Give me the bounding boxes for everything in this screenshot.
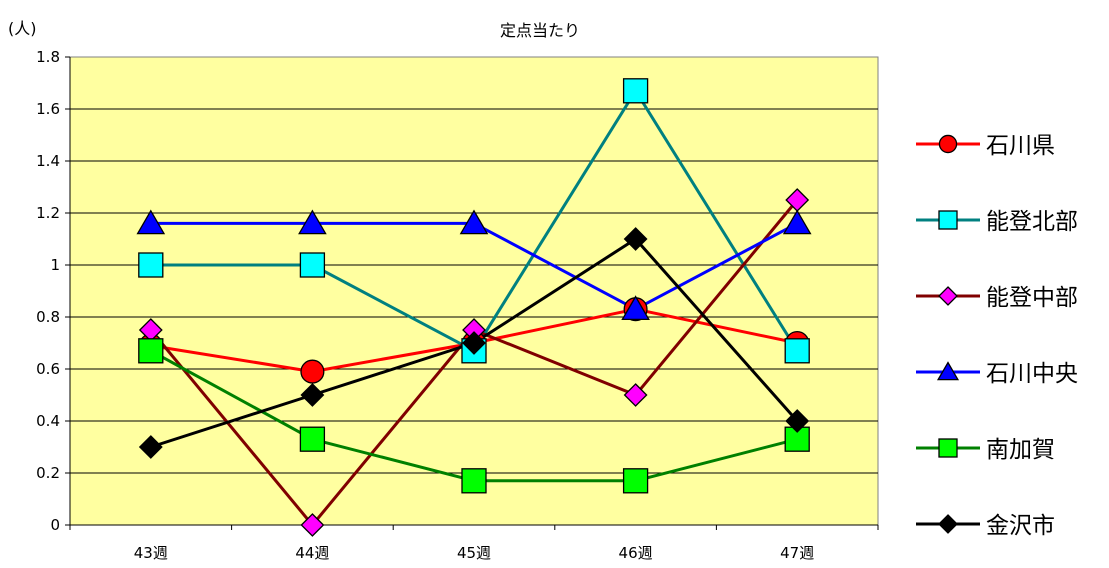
data-point xyxy=(623,383,648,407)
y-tick-label: 1.8 xyxy=(36,48,60,66)
data-point xyxy=(136,209,166,235)
legend-item: 能登北部 xyxy=(916,209,1078,235)
data-point xyxy=(298,209,327,235)
legend-label: 石川県 xyxy=(986,133,1055,159)
legend-item: 金沢市 xyxy=(916,513,1055,539)
legend-marker xyxy=(938,210,958,230)
data-point xyxy=(785,409,810,433)
x-tick-label: 46週 xyxy=(619,544,653,562)
y-tick-label: 1.4 xyxy=(36,152,60,170)
data-point xyxy=(622,468,649,494)
data-point xyxy=(461,468,487,494)
data-point xyxy=(622,78,649,104)
series-markers-4 xyxy=(136,209,812,321)
y-tick-label: 1.6 xyxy=(36,100,60,118)
series-markers-5 xyxy=(138,338,810,494)
y-axis-unit-label: (人) xyxy=(8,19,37,38)
y-tick-label: 1 xyxy=(50,256,60,274)
data-point xyxy=(784,338,810,364)
data-point xyxy=(138,252,164,278)
data-point xyxy=(299,426,326,452)
legend-label: 能登北部 xyxy=(986,209,1078,235)
data-point xyxy=(300,359,325,384)
data-point xyxy=(300,383,325,407)
series-group xyxy=(136,78,812,537)
data-point xyxy=(782,209,812,235)
legend-marker xyxy=(938,514,958,534)
legend-item: 能登中部 xyxy=(916,285,1078,311)
legend-label: 金沢市 xyxy=(986,513,1055,539)
data-point xyxy=(459,209,489,235)
legend-item: 石川県 xyxy=(916,133,1055,159)
legend-label: 南加賀 xyxy=(986,437,1055,463)
legend-marker xyxy=(938,438,958,458)
series-markers-6 xyxy=(138,227,810,459)
legend-label: 能登中部 xyxy=(986,285,1078,311)
legend-marker xyxy=(938,286,958,306)
data-point xyxy=(462,331,486,355)
data-point xyxy=(299,252,326,278)
x-tick-label: 44週 xyxy=(295,544,329,562)
legend-item: 南加賀 xyxy=(916,437,1055,463)
y-tick-label: 1.2 xyxy=(36,204,60,222)
legend-item: 石川中央 xyxy=(916,361,1078,387)
legend-label: 石川中央 xyxy=(986,361,1078,387)
data-point xyxy=(621,295,650,321)
legend-marker xyxy=(938,134,958,154)
y-tick-label: 0 xyxy=(50,516,60,534)
data-point xyxy=(623,227,648,251)
y-tick-label: 0.8 xyxy=(36,308,60,326)
series-markers-3 xyxy=(138,188,810,537)
y-tick-label: 0.6 xyxy=(36,360,60,378)
x-tick-label: 45週 xyxy=(457,544,491,562)
axes: 0 0.2 0.4 0.6 0.8 1 1.2 1.4 1.6 1.8 43週 44週 45週 46週 47… xyxy=(36,48,879,562)
legend-marker xyxy=(936,361,960,381)
x-tick-label: 43週 xyxy=(134,544,168,562)
data-point xyxy=(138,435,163,459)
plot-area xyxy=(69,56,879,526)
data-point xyxy=(300,513,325,537)
data-point xyxy=(138,338,164,364)
chart-title: 定点当たり xyxy=(500,21,580,40)
y-tick-label: 0.2 xyxy=(36,464,60,482)
y-tick-label: 0.4 xyxy=(36,412,60,430)
x-tick-label: 47週 xyxy=(780,544,814,562)
